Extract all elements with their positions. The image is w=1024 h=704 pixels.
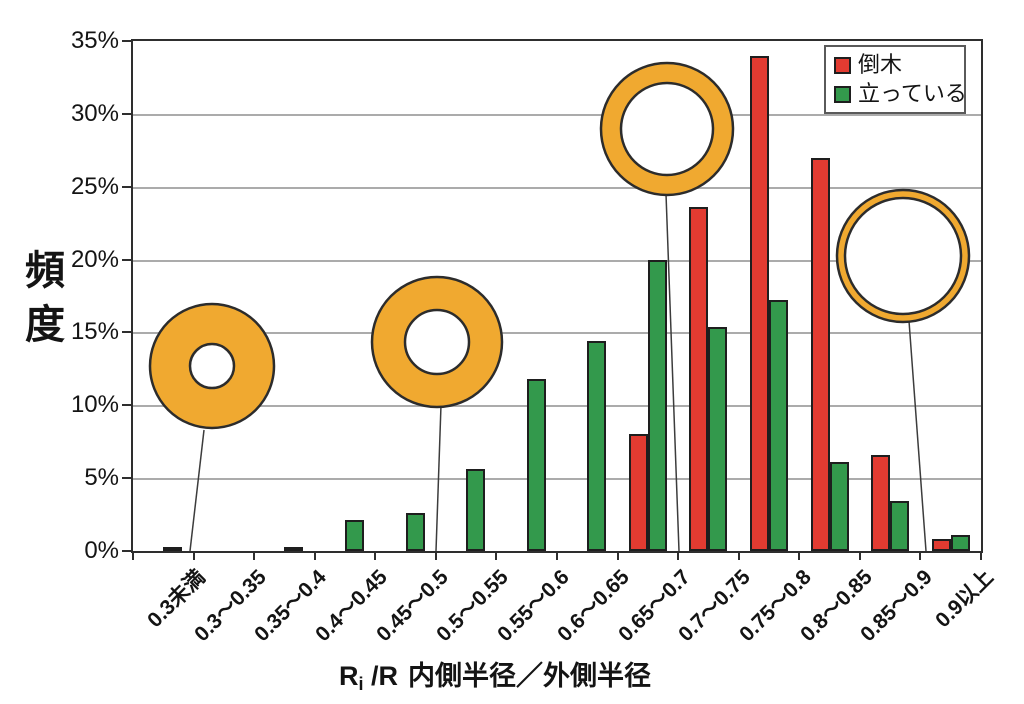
- y-tick-label: 25%: [70, 172, 119, 200]
- bar-fallen: [931, 539, 951, 551]
- y-tick-mark: [122, 185, 131, 188]
- bar-standing: [829, 462, 849, 551]
- bar-standing: [769, 300, 788, 551]
- gridline: [133, 113, 981, 116]
- legend-item: 立っている: [834, 81, 967, 107]
- gridline: [133, 405, 981, 408]
- y-tick-label: 15%: [70, 318, 119, 346]
- gridline: [133, 186, 981, 189]
- gridline: [133, 259, 981, 262]
- legend-swatch-standing: [834, 85, 851, 103]
- bar-fallen: [810, 157, 830, 551]
- y-tick-mark: [122, 550, 131, 552]
- x-tick-mark: [132, 553, 134, 560]
- x-tick-mark: [374, 553, 377, 560]
- bar-standing: [526, 379, 546, 551]
- x-tick-mark: [980, 553, 982, 560]
- y-tick-mark: [122, 477, 131, 480]
- x-tick-mark: [919, 553, 922, 560]
- legend-label: 立っている: [858, 81, 967, 106]
- x-tick-mark: [798, 553, 801, 560]
- bar-fallen: [750, 55, 769, 551]
- y-tick-label: 10%: [70, 391, 119, 419]
- x-tick-mark: [677, 553, 680, 560]
- gridline: [133, 478, 981, 481]
- y-tick-label: 30%: [70, 99, 119, 127]
- x-tick-mark: [616, 553, 619, 560]
- x-tick-mark: [434, 553, 437, 560]
- x-axis-ratio-symbol: Ri /R: [338, 661, 399, 694]
- bar-standing: [163, 546, 183, 551]
- bar-standing: [647, 259, 667, 551]
- y-tick-mark: [122, 404, 131, 407]
- bar-fallen: [689, 207, 709, 551]
- y-axis-title: 頻度: [25, 249, 65, 347]
- y-tick-mark: [122, 40, 131, 42]
- x-tick-mark: [556, 553, 558, 560]
- legend-item: 倒木: [834, 52, 956, 78]
- bar-fallen: [628, 434, 648, 551]
- legend-label: 倒木: [858, 52, 903, 77]
- legend: 倒木 立っている: [824, 45, 967, 114]
- bar-standing: [284, 546, 304, 551]
- x-tick-mark: [313, 553, 316, 560]
- x-tick-mark: [495, 553, 498, 560]
- x-axis-label-text: 内側半径／外側半径: [408, 661, 652, 691]
- plot-area: [131, 39, 983, 553]
- bar-standing: [405, 513, 425, 551]
- bar-standing: [587, 341, 607, 551]
- legend-swatch-fallen: [834, 56, 851, 74]
- bar-standing: [708, 326, 728, 551]
- x-tick-mark: [253, 553, 256, 560]
- y-tick-label: 35%: [70, 27, 119, 54]
- bar-standing: [466, 469, 486, 551]
- x-tick-mark: [737, 553, 740, 560]
- y-tick-mark: [122, 331, 131, 334]
- gridline: [133, 332, 981, 335]
- x-axis-title: Ri /R 内側半径／外側半径: [0, 654, 990, 695]
- y-tick-label: 20%: [70, 245, 119, 273]
- bar-standing: [890, 501, 910, 551]
- y-tick-label: 5%: [84, 464, 119, 492]
- bar-standing: [345, 520, 364, 551]
- bar-standing: [950, 534, 970, 551]
- y-tick-label: 0%: [84, 537, 119, 564]
- x-tick-label: 0.9以上: [930, 565, 998, 633]
- x-tick-mark: [858, 553, 861, 560]
- y-tick-mark: [122, 112, 131, 115]
- y-tick-mark: [122, 258, 131, 261]
- bar-fallen: [871, 454, 891, 551]
- x-tick-mark: [192, 553, 195, 560]
